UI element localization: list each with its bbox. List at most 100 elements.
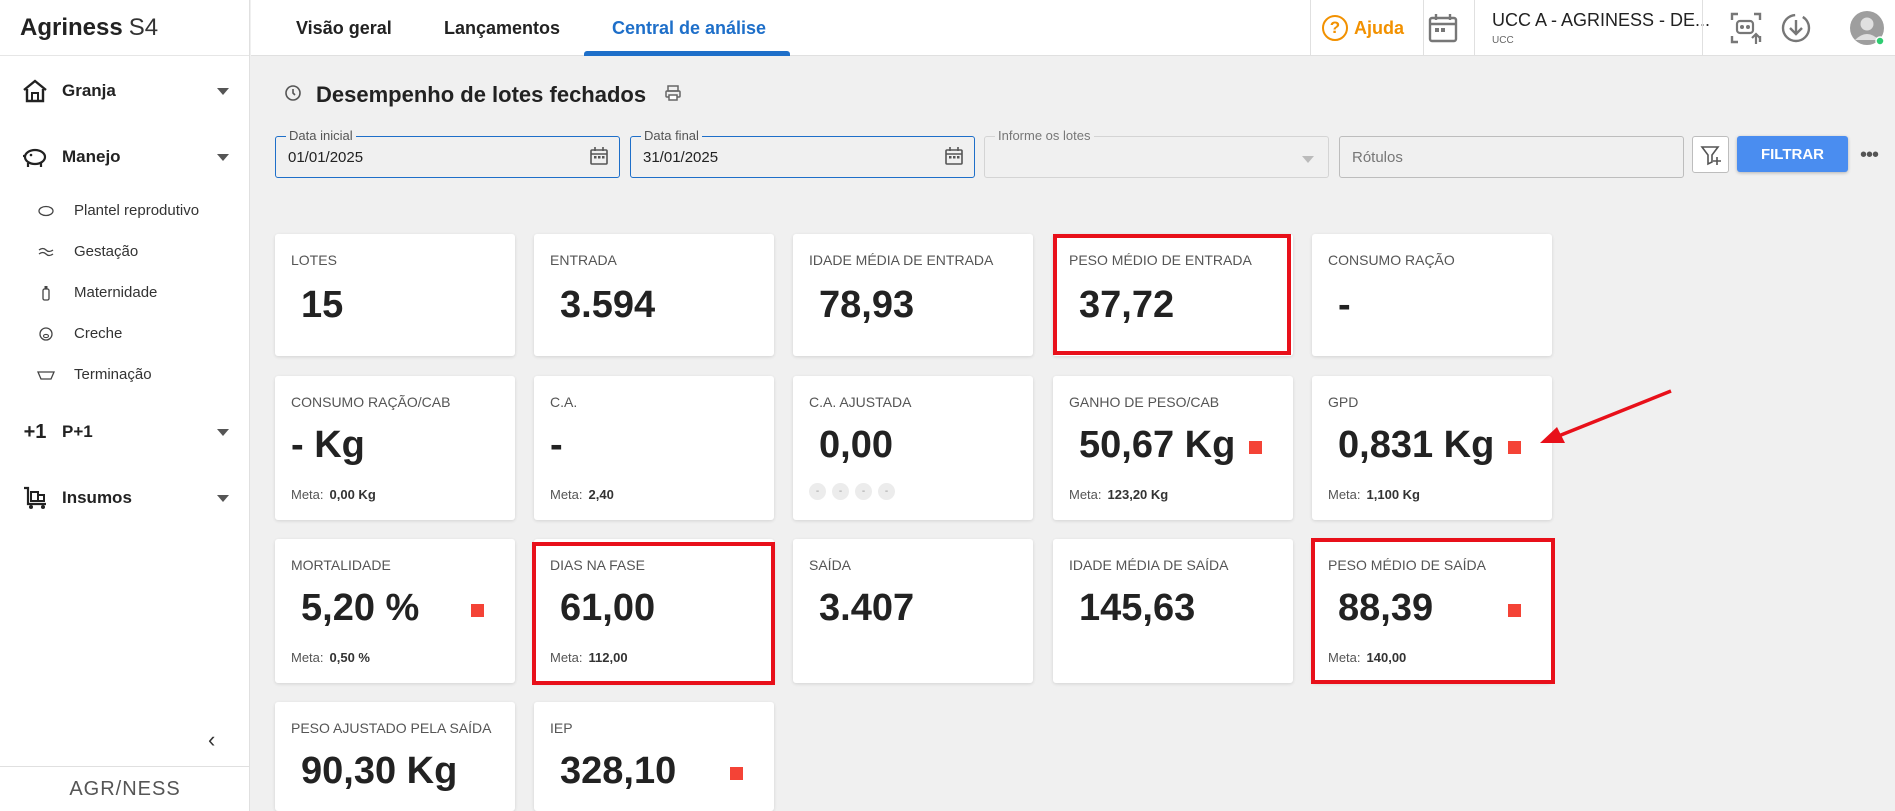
kpi-value: 0,831 Kg	[1338, 424, 1495, 466]
trough-icon	[36, 367, 56, 383]
kpi-meta: Meta: 140,00	[1328, 650, 1407, 665]
collapse-sidebar-icon[interactable]: ‹	[208, 727, 216, 752]
kpi-value: 3.594	[560, 284, 656, 326]
top-bar: Visão geral Lançamentos Central de análi…	[251, 0, 1895, 56]
kpi-value: -	[1338, 284, 1351, 326]
kpi-card-idade-media-saida: IDADE MÉDIA DE SAÍDA 145,63	[1053, 539, 1293, 683]
kpi-label: GANHO DE PESO/CAB	[1069, 394, 1220, 410]
sidebar-item-maternidade[interactable]: Maternidade	[0, 272, 249, 313]
divider	[1310, 0, 1311, 56]
filtrar-button[interactable]: FILTRAR	[1737, 136, 1848, 172]
kpi-meta: Meta: 1,100 Kg	[1328, 487, 1420, 502]
kpi-label: IDADE MÉDIA DE ENTRADA	[809, 252, 994, 268]
calendar-icon[interactable]	[589, 146, 609, 171]
highlight-box	[532, 542, 775, 685]
calendar-icon[interactable]	[1425, 10, 1461, 46]
print-icon[interactable]	[664, 84, 682, 107]
calendar-icon[interactable]	[944, 146, 964, 171]
kpi-card-ca-ajustada: C.A. AJUSTADA 0,00 - - - -	[793, 376, 1033, 520]
dot[interactable]: -	[809, 483, 826, 500]
field-label: Informe os lotes	[995, 128, 1094, 143]
alert-indicator	[1508, 441, 1521, 454]
kpi-label: MORTALIDADE	[291, 557, 391, 573]
brand-name: Agriness	[20, 13, 123, 41]
kpi-value: 50,67 Kg	[1079, 424, 1236, 466]
lotes-select[interactable]: Informe os lotes	[984, 128, 1329, 178]
tab-visao-geral[interactable]: Visão geral	[296, 17, 392, 38]
kpi-meta: Meta: 2,40	[550, 487, 614, 502]
kpi-value: 61,00	[560, 587, 656, 629]
active-tab-indicator	[584, 51, 790, 56]
sidebar-group-insumos[interactable]: Insumos	[0, 465, 249, 531]
sidebar: Agriness S4 Granja Manejo Plantel reprod…	[0, 0, 250, 811]
alert-indicator	[1508, 604, 1521, 617]
kpi-value: -	[550, 424, 563, 466]
sidebar-item-label: Plantel reprodutivo	[74, 202, 200, 219]
data-inicial-field[interactable]: Data inicial 01/01/2025	[275, 128, 620, 178]
footer-logo: AGR/NESS	[0, 766, 250, 811]
kpi-meta: Meta: 123,20 Kg	[1069, 487, 1169, 502]
sidebar-group-p1[interactable]: +1 P+1	[0, 399, 249, 465]
kpi-card-consumo-racao-cab: CONSUMO RAÇÃO/CAB - Kg Meta: 0,00 Kg	[275, 376, 515, 520]
data-final-field[interactable]: Data final 31/01/2025	[630, 128, 975, 178]
alert-indicator	[471, 604, 484, 617]
sidebar-item-gestacao[interactable]: Gestação	[0, 231, 249, 272]
kpi-value: 15	[301, 284, 344, 326]
kpi-card-ganho-peso-cab: GANHO DE PESO/CAB 50,67 Kg Meta: 123,20 K…	[1053, 376, 1293, 520]
dot[interactable]: -	[832, 483, 849, 500]
help-button[interactable]: ? Ajuda	[1322, 0, 1404, 56]
kpi-card-dias-na-fase: DIAS NA FASE 61,00 Meta: 112,00	[534, 539, 774, 683]
sidebar-group-label: Manejo	[62, 147, 121, 166]
kpi-card-consumo-racao: CONSUMO RAÇÃO -	[1312, 234, 1552, 356]
back-history-icon[interactable]	[284, 84, 302, 107]
sidebar-group-granja[interactable]: Granja	[0, 58, 249, 124]
kpi-value: 5,20 %	[301, 587, 420, 629]
annotation-arrow-icon	[1540, 389, 1672, 443]
more-options-icon[interactable]: •••	[1860, 144, 1879, 166]
kpi-card-peso-medio-entrada: PESO MÉDIO DE ENTRADA 37,72	[1053, 234, 1293, 356]
brand-logo[interactable]: Agriness S4	[0, 0, 249, 56]
kpi-value: 78,93	[819, 284, 915, 326]
field-value: 31/01/2025	[643, 149, 719, 166]
dot[interactable]: -	[855, 483, 872, 500]
kpi-card-ca: C.A. - Meta: 2,40	[534, 376, 774, 520]
scan-upload-icon[interactable]	[1728, 10, 1764, 46]
kpi-label: CONSUMO RAÇÃO	[1328, 252, 1455, 268]
page-title: Desempenho de lotes fechados	[316, 82, 647, 107]
sidebar-group-label: Insumos	[62, 488, 132, 507]
avatar[interactable]	[1849, 10, 1885, 46]
field-label: Data inicial	[286, 128, 356, 143]
dot[interactable]: -	[878, 483, 895, 500]
kpi-label: PESO AJUSTADO PELA SAÍDA	[291, 720, 492, 736]
kpi-label: DIAS NA FASE	[550, 557, 645, 573]
sidebar-group-manejo[interactable]: Manejo	[0, 124, 249, 190]
placeholder: Rótulos	[1352, 149, 1403, 166]
kpi-card-iep: IEP 328,10	[534, 702, 774, 811]
sidebar-item-creche[interactable]: Creche	[0, 313, 249, 354]
sidebar-item-label: Creche	[74, 325, 123, 342]
sidebar-item-plantel-reprodutivo[interactable]: Plantel reprodutivo	[0, 190, 249, 231]
tab-central-de-analise[interactable]: Central de análise	[612, 17, 767, 38]
alert-indicator	[730, 767, 743, 780]
kpi-value: 328,10	[560, 750, 677, 792]
farm-sub: UCC	[1492, 35, 1514, 46]
question-icon: ?	[1322, 15, 1348, 41]
farm-selector[interactable]: UCC A - AGRINESS - DE... UCC	[1492, 10, 1710, 46]
sidebar-item-label: Maternidade	[74, 284, 158, 301]
divider	[1423, 0, 1424, 56]
sidebar-group-label: Granja	[62, 81, 116, 100]
tab-lancamentos[interactable]: Lançamentos	[444, 17, 561, 38]
page-header: Desempenho de lotes fechados	[284, 82, 682, 108]
kpi-label: PESO MÉDIO DE SAÍDA	[1328, 557, 1486, 573]
rotulos-input[interactable]: Rótulos	[1339, 136, 1684, 178]
advanced-filter-button[interactable]	[1692, 136, 1729, 173]
kpi-value: 0,00	[819, 424, 893, 466]
kpi-value: 90,30 Kg	[301, 750, 458, 792]
highlight-box	[1311, 538, 1555, 684]
pig-icon	[20, 142, 50, 172]
download-icon[interactable]	[1778, 10, 1814, 46]
kpi-label: PESO MÉDIO DE ENTRADA	[1069, 252, 1252, 268]
alert-indicator	[1249, 441, 1262, 454]
sidebar-item-terminacao[interactable]: Terminação	[0, 354, 249, 395]
piglet-icon	[36, 326, 56, 342]
